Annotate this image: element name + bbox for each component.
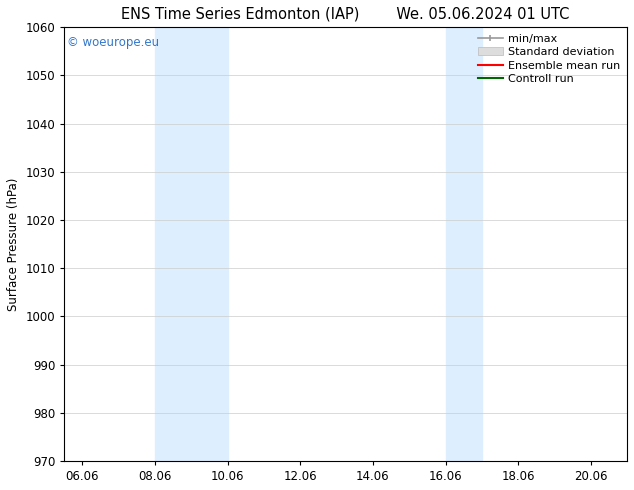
Legend: min/max, Standard deviation, Ensemble mean run, Controll run: min/max, Standard deviation, Ensemble me…: [474, 29, 625, 88]
Title: ENS Time Series Edmonton (IAP)        We. 05.06.2024 01 UTC: ENS Time Series Edmonton (IAP) We. 05.06…: [122, 7, 570, 22]
Bar: [155, 27, 228, 461]
Text: © woeurope.eu: © woeurope.eu: [67, 36, 159, 49]
Bar: [446, 27, 482, 461]
Y-axis label: Surface Pressure (hPa): Surface Pressure (hPa): [7, 177, 20, 311]
